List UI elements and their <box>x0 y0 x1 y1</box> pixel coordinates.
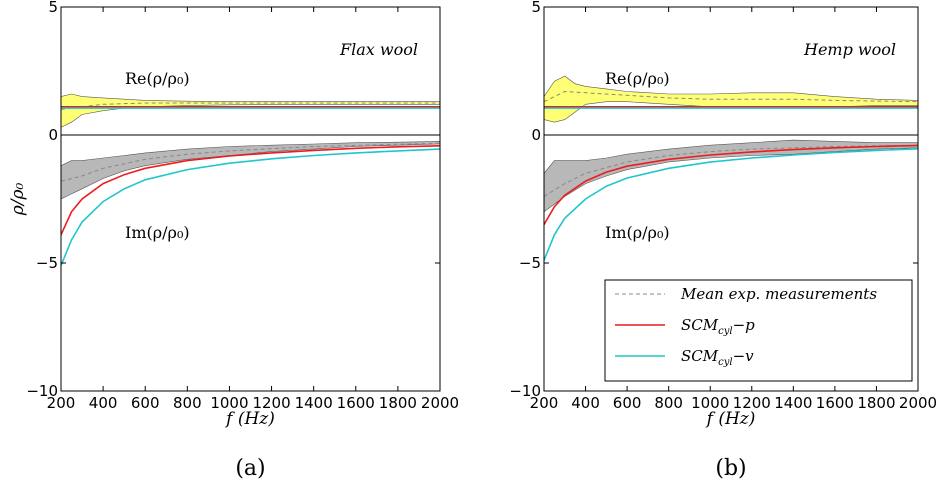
imag-measurement-band <box>544 139 918 213</box>
y-tick-label: −10 <box>509 382 541 400</box>
imag-series-line-1 <box>61 145 440 236</box>
imag-part-label: Im(ρ/ρ₀) <box>605 223 670 242</box>
real-part-label: Re(ρ/ρ₀) <box>605 69 670 88</box>
imag-part-label: Im(ρ/ρ₀) <box>125 223 190 242</box>
legend-entry-main: SCM <box>681 347 719 365</box>
x-tick-label: 400 <box>571 394 600 412</box>
x-tick-label: 400 <box>89 394 118 412</box>
real-series-line-0 <box>544 90 918 103</box>
legend-entry-label-1: SCMcyl−p <box>681 316 755 337</box>
x-tick-label: 1200 <box>733 394 771 412</box>
legend-entry-subscript: cyl <box>718 326 732 337</box>
plot-area <box>61 93 440 266</box>
material-annotation: Hemp wool <box>803 40 896 59</box>
x-tick-label: 200 <box>530 394 559 412</box>
x-tick-label: 800 <box>654 394 683 412</box>
plot-frame <box>543 6 919 392</box>
legend-entry-suffix: −p <box>733 316 756 334</box>
imag-measurement-band <box>61 141 440 200</box>
x-axis-label: f (Hz) <box>224 409 275 429</box>
real-part-label: Re(ρ/ρ₀) <box>125 69 190 88</box>
y-tick-label: 5 <box>531 0 541 16</box>
x-tick-label: 200 <box>47 394 76 412</box>
legend-entry-label-0: Mean exp. measurements <box>680 285 877 303</box>
y-tick-label: −5 <box>519 254 541 272</box>
y-tick-label: −5 <box>36 254 58 272</box>
x-tick-label: 1600 <box>816 394 854 412</box>
imag-series-line-0 <box>544 144 918 197</box>
x-tick-label: 1600 <box>337 394 375 412</box>
legend-entry-label-2: SCMcyl−v <box>681 347 754 368</box>
x-tick-label: 1200 <box>252 394 290 412</box>
y-tick-label: 0 <box>531 126 541 144</box>
real-measurement-band <box>61 93 440 128</box>
x-tick-label: 600 <box>131 394 160 412</box>
x-tick-label: 600 <box>613 394 642 412</box>
x-tick-label: 800 <box>173 394 202 412</box>
panel-b: 200 400 600 800 1000 1200 1400 1600 1800 2000 5 0 −5… <box>509 0 937 481</box>
x-tick-label: 1800 <box>857 394 895 412</box>
x-tick-label: 1000 <box>691 394 729 412</box>
imag-series-line-1 <box>544 144 918 226</box>
legend-box <box>604 279 913 382</box>
imag-series-line-0 <box>61 142 440 182</box>
imag-series-line-2 <box>544 148 918 261</box>
x-tick-label: 2000 <box>899 394 937 412</box>
y-tick-label: −10 <box>26 382 58 400</box>
plot-area <box>544 75 918 261</box>
x-tick-label: 2000 <box>421 394 459 412</box>
x-tick-label: 1000 <box>210 394 248 412</box>
legend-entry-main: SCM <box>681 316 719 334</box>
legend-entry-subscript: cyl <box>718 357 732 368</box>
panel-a: 200 400 600 800 1000 1200 1400 1600 1800 2000 5 0 −5… <box>8 0 459 481</box>
imag-series-line-2 <box>61 148 440 266</box>
x-tick-label: 1400 <box>774 394 812 412</box>
panel-label: (b) <box>715 456 746 481</box>
y-tick-label: 5 <box>48 0 58 16</box>
x-tick-label: 1400 <box>295 394 333 412</box>
y-axis-label: ρ/ρ₀ <box>8 183 28 217</box>
legend-entry-suffix: −v <box>733 347 755 365</box>
plot-frame <box>60 6 441 392</box>
y-tick-label: 0 <box>48 126 58 144</box>
x-axis-label: f (Hz) <box>705 409 756 429</box>
x-tick-label: 1800 <box>379 394 417 412</box>
panel-label: (a) <box>235 456 265 481</box>
material-annotation: Flax wool <box>339 40 418 59</box>
